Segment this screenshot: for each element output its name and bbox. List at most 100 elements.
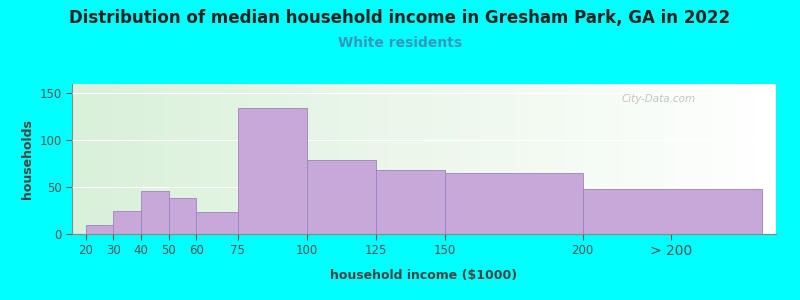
Bar <box>431 84 438 234</box>
Bar <box>304 84 311 234</box>
Bar <box>417 84 424 234</box>
Bar <box>720 84 726 234</box>
Bar <box>459 84 466 234</box>
Bar <box>642 84 650 234</box>
Bar <box>114 84 122 234</box>
Text: City-Data.com: City-Data.com <box>621 94 695 104</box>
Text: Distribution of median household income in Gresham Park, GA in 2022: Distribution of median household income … <box>70 9 730 27</box>
Bar <box>389 84 396 234</box>
Y-axis label: households: households <box>21 119 34 199</box>
Bar <box>93 84 100 234</box>
Bar <box>206 84 213 234</box>
Bar <box>196 212 238 234</box>
Bar <box>445 84 452 234</box>
Bar <box>614 84 621 234</box>
Bar <box>713 84 720 234</box>
Bar <box>326 84 333 234</box>
Bar <box>213 84 220 234</box>
Bar <box>122 84 128 234</box>
Bar <box>255 84 262 234</box>
Bar <box>311 84 318 234</box>
Bar <box>396 84 403 234</box>
Bar <box>487 84 494 234</box>
Bar <box>755 84 762 234</box>
Bar <box>79 84 86 234</box>
Bar <box>550 84 558 234</box>
Bar <box>276 84 283 234</box>
Bar <box>607 84 614 234</box>
Bar <box>169 198 196 234</box>
Bar <box>706 84 713 234</box>
Bar <box>698 84 706 234</box>
Bar <box>522 84 530 234</box>
Bar <box>192 84 198 234</box>
Bar <box>572 84 579 234</box>
Bar <box>185 84 192 234</box>
Bar <box>86 84 93 234</box>
Bar <box>685 84 691 234</box>
Bar <box>114 211 141 234</box>
Bar <box>663 84 670 234</box>
Bar <box>537 84 544 234</box>
Bar <box>544 84 550 234</box>
Bar <box>726 84 734 234</box>
Bar <box>262 84 269 234</box>
Bar <box>628 84 635 234</box>
Bar <box>178 84 185 234</box>
Bar <box>318 84 326 234</box>
Bar <box>515 84 522 234</box>
Bar <box>466 84 474 234</box>
Bar <box>163 84 170 234</box>
Bar <box>298 84 304 234</box>
Bar <box>494 84 502 234</box>
Bar <box>734 84 741 234</box>
Bar <box>346 84 354 234</box>
Bar <box>382 84 389 234</box>
Bar <box>656 84 663 234</box>
Bar <box>333 84 339 234</box>
Bar <box>670 84 678 234</box>
Bar <box>424 84 431 234</box>
Bar <box>306 160 376 234</box>
Bar <box>410 84 417 234</box>
Bar <box>445 173 582 234</box>
Bar <box>220 84 227 234</box>
Bar <box>234 84 241 234</box>
Bar <box>678 84 685 234</box>
Bar <box>582 189 762 234</box>
Bar <box>762 84 769 234</box>
Bar <box>403 84 410 234</box>
Bar <box>142 84 150 234</box>
Bar <box>650 84 656 234</box>
Bar <box>565 84 572 234</box>
Bar <box>170 84 178 234</box>
Bar <box>741 84 748 234</box>
X-axis label: household income ($1000): household income ($1000) <box>330 268 518 281</box>
Bar <box>452 84 459 234</box>
Bar <box>376 170 445 234</box>
Bar <box>354 84 361 234</box>
Bar <box>135 84 142 234</box>
Bar <box>374 84 382 234</box>
Bar <box>269 84 276 234</box>
Bar <box>579 84 586 234</box>
Bar <box>509 84 515 234</box>
Bar <box>141 191 169 234</box>
Bar <box>150 84 157 234</box>
Bar <box>339 84 346 234</box>
Bar <box>238 108 306 234</box>
Bar <box>86 225 114 234</box>
Bar <box>198 84 206 234</box>
Bar <box>586 84 593 234</box>
Bar <box>368 84 374 234</box>
Bar <box>227 84 234 234</box>
Bar <box>593 84 600 234</box>
Bar <box>769 84 776 234</box>
Bar <box>290 84 298 234</box>
Bar <box>438 84 445 234</box>
Bar <box>530 84 537 234</box>
Bar <box>691 84 698 234</box>
Bar <box>157 84 163 234</box>
Bar <box>480 84 487 234</box>
Bar <box>474 84 480 234</box>
